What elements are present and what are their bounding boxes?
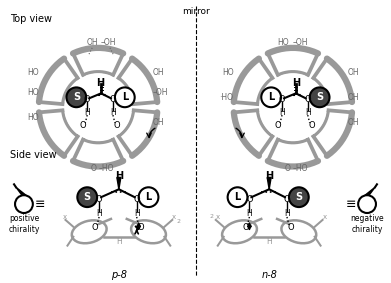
Text: p-8: p-8 xyxy=(111,270,127,280)
Text: OH: OH xyxy=(347,68,359,77)
Text: H: H xyxy=(96,209,102,218)
Text: O: O xyxy=(285,164,291,173)
Text: S: S xyxy=(316,92,323,102)
Circle shape xyxy=(139,187,158,207)
Text: OH: OH xyxy=(86,38,98,48)
Text: O: O xyxy=(242,223,249,232)
Circle shape xyxy=(289,187,309,207)
Circle shape xyxy=(115,87,135,107)
Circle shape xyxy=(77,187,97,207)
Text: L: L xyxy=(234,192,240,202)
Text: HO: HO xyxy=(277,38,289,48)
Text: O: O xyxy=(283,195,290,204)
Text: HO: HO xyxy=(222,68,233,77)
Text: H: H xyxy=(84,108,90,117)
Text: H: H xyxy=(96,78,104,89)
Text: –OH: –OH xyxy=(293,38,308,48)
Text: H: H xyxy=(265,171,273,181)
Text: S: S xyxy=(73,92,80,102)
Text: x: x xyxy=(172,214,176,220)
Text: ≡: ≡ xyxy=(346,198,357,211)
Text: Top view: Top view xyxy=(10,14,52,24)
Text: 2: 2 xyxy=(210,215,214,219)
Text: 2: 2 xyxy=(176,219,180,224)
Text: H: H xyxy=(266,237,272,246)
Text: ≡: ≡ xyxy=(34,198,45,211)
Text: L: L xyxy=(145,192,152,202)
Text: OH: OH xyxy=(347,117,359,127)
Circle shape xyxy=(15,195,33,213)
Circle shape xyxy=(310,87,330,107)
Text: x: x xyxy=(323,214,326,220)
Text: O: O xyxy=(137,223,144,232)
Text: H: H xyxy=(110,108,116,117)
Polygon shape xyxy=(16,187,26,195)
Polygon shape xyxy=(117,177,121,189)
Circle shape xyxy=(66,87,86,107)
Text: mirror: mirror xyxy=(182,7,209,16)
Circle shape xyxy=(358,195,376,213)
Text: –HO: –HO xyxy=(98,164,114,173)
Text: –OH: –OH xyxy=(100,38,116,48)
Circle shape xyxy=(65,74,132,141)
Text: O: O xyxy=(96,195,102,204)
Text: O: O xyxy=(275,121,282,130)
Text: OH: OH xyxy=(152,117,164,127)
Text: S: S xyxy=(84,192,91,202)
Text: HO: HO xyxy=(27,68,39,77)
Text: H: H xyxy=(246,209,252,218)
Text: HO: HO xyxy=(27,88,39,97)
Text: H: H xyxy=(116,237,122,246)
Circle shape xyxy=(261,87,281,107)
Text: O: O xyxy=(308,121,315,130)
Text: O: O xyxy=(279,95,285,104)
Circle shape xyxy=(228,187,248,207)
Text: O: O xyxy=(80,121,86,130)
Text: S: S xyxy=(295,192,302,202)
Text: x: x xyxy=(63,214,66,220)
Text: OH: OH xyxy=(347,93,359,102)
Text: O: O xyxy=(133,195,140,204)
Text: O: O xyxy=(113,121,120,130)
Text: ·HO: ·HO xyxy=(220,93,233,102)
Circle shape xyxy=(259,74,326,141)
Text: H: H xyxy=(292,78,300,89)
Text: negative
chirality: negative chirality xyxy=(350,214,384,233)
Text: H: H xyxy=(115,171,123,181)
Text: –HO: –HO xyxy=(293,164,308,173)
Polygon shape xyxy=(365,187,375,195)
Text: H: H xyxy=(305,108,310,117)
Text: H: H xyxy=(134,209,140,218)
Text: x: x xyxy=(216,214,220,220)
Text: L: L xyxy=(268,92,274,102)
Text: n-8: n-8 xyxy=(261,270,277,280)
Text: H: H xyxy=(284,209,290,218)
Text: O: O xyxy=(109,95,116,104)
Text: HO: HO xyxy=(27,113,39,122)
Text: O: O xyxy=(288,223,294,232)
Text: O: O xyxy=(92,223,99,232)
Text: O: O xyxy=(84,95,91,104)
Text: O: O xyxy=(90,164,96,173)
Text: positive
chirality: positive chirality xyxy=(8,214,39,233)
Text: OH: OH xyxy=(152,68,164,77)
Text: O: O xyxy=(305,95,311,104)
Text: Side view: Side view xyxy=(10,150,57,160)
Text: O: O xyxy=(246,195,253,204)
Text: L: L xyxy=(122,92,128,102)
Text: –OH: –OH xyxy=(152,88,168,97)
Polygon shape xyxy=(267,177,271,189)
Text: H: H xyxy=(279,108,285,117)
